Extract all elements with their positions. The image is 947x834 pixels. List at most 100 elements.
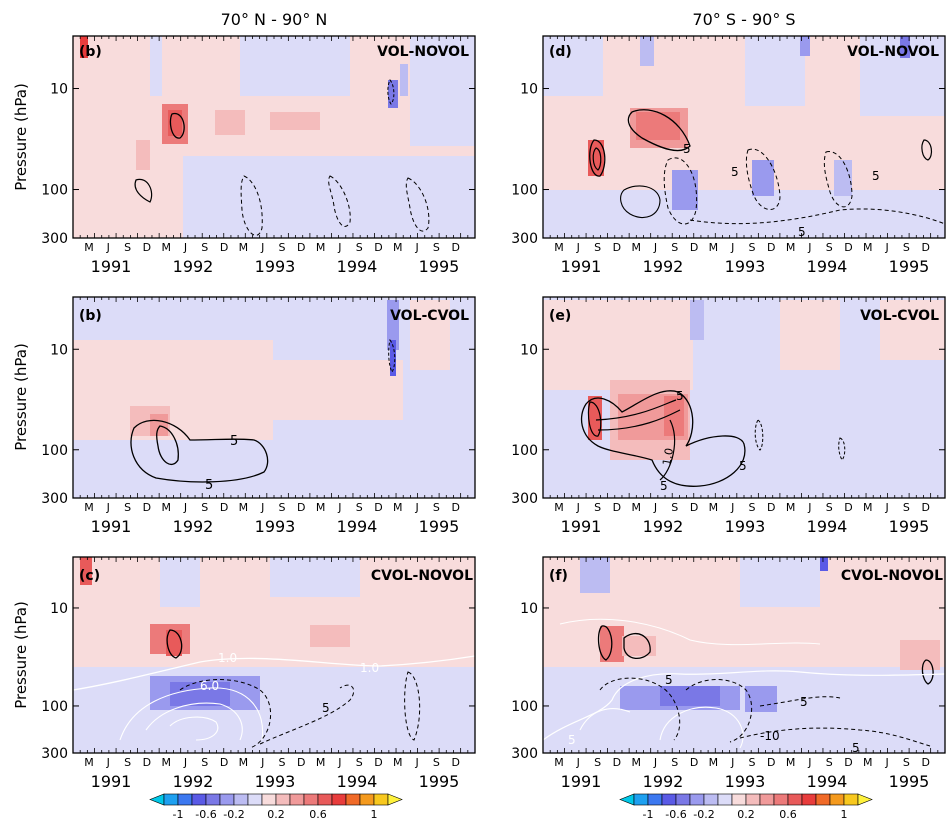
colorbar-swatch — [661, 793, 677, 806]
month-tick-label: D — [921, 501, 929, 514]
field-patch — [900, 640, 940, 670]
month-tick-label: S — [826, 756, 833, 769]
y-tick-label: 10 — [520, 342, 538, 358]
contour-solid — [623, 633, 651, 659]
colorbar-swatch — [675, 793, 691, 806]
month-tick-label: D — [613, 241, 621, 254]
field-patch — [215, 110, 245, 135]
colorbar-tick-label: 1 — [841, 808, 848, 821]
y-tick-label: 100 — [41, 699, 68, 715]
y-tick-label: 10 — [50, 82, 68, 98]
colorbar-tick-label: 0.6 — [309, 808, 327, 821]
year-tick-label: 1992 — [173, 257, 214, 276]
month-tick-label: S — [594, 241, 601, 254]
month-tick-label: M — [161, 241, 171, 254]
month-tick-label: D — [143, 241, 151, 254]
contour-dashed — [823, 151, 853, 208]
month-tick-label: S — [356, 241, 363, 254]
colorbar-swatch — [163, 793, 179, 806]
month-tick-label: J — [807, 501, 811, 514]
contour-solid — [587, 401, 602, 437]
month-tick-label: D — [767, 501, 775, 514]
month-tick-label: S — [671, 756, 678, 769]
colorbar-swatch — [317, 793, 333, 806]
year-tick-label: 1994 — [807, 772, 848, 791]
month-tick-label: S — [124, 501, 131, 514]
colorbar-swatch — [731, 793, 747, 806]
contour-solid — [589, 139, 606, 177]
month-tick-label: D — [844, 756, 852, 769]
field-patch — [636, 112, 680, 140]
field-patch — [240, 36, 350, 96]
field-patch — [900, 36, 910, 58]
month-tick-label: J — [414, 241, 418, 254]
y-tick-label: 100 — [511, 183, 538, 199]
month-tick-label: M — [316, 756, 326, 769]
contour-solid — [169, 112, 185, 139]
field-patch — [400, 64, 408, 96]
field-patch — [640, 36, 654, 66]
month-tick-label: M — [84, 241, 94, 254]
month-tick-label: S — [749, 756, 756, 769]
y-tick-label: 100 — [511, 699, 538, 715]
month-tick-label: J — [183, 756, 187, 769]
month-tick-label: S — [356, 501, 363, 514]
month-tick-label: J — [884, 501, 888, 514]
month-tick-label: D — [690, 241, 698, 254]
field-patch — [543, 190, 945, 238]
contour-dashed — [240, 175, 263, 236]
year-tick-label: 1991 — [561, 517, 602, 536]
month-tick-label: S — [124, 756, 131, 769]
year-tick-label: 1995 — [419, 772, 460, 791]
contour-solid — [659, 419, 676, 481]
contour-solid — [592, 147, 602, 171]
colorbar-tick-label: -0.2 — [223, 808, 244, 821]
y-tick-label: 10 — [50, 342, 68, 358]
month-tick-label: M — [786, 501, 796, 514]
field-patch — [588, 396, 602, 440]
field-patch — [780, 300, 840, 370]
month-tick-label: S — [903, 241, 910, 254]
contour-solid — [597, 625, 613, 661]
contour-white — [119, 687, 264, 741]
colorbar-tick-label: 0.2 — [737, 808, 755, 821]
month-tick-label: D — [844, 241, 852, 254]
month-tick-label: D — [297, 241, 305, 254]
contour-label: 5 — [676, 389, 684, 403]
contour-label: 5 — [872, 169, 880, 183]
contour-label: 5 — [230, 434, 238, 449]
month-tick-label: M — [863, 241, 873, 254]
month-tick-label: D — [297, 501, 305, 514]
month-tick-label: J — [414, 756, 418, 769]
month-tick-label: D — [690, 501, 698, 514]
month-tick-label: D — [921, 241, 929, 254]
colorbar-swatch — [191, 793, 207, 806]
month-tick-label: M — [709, 241, 719, 254]
y-axis-label-row3: Pressure (hPa) — [12, 601, 30, 709]
colorbars: -1 -0.6 -0.2 0.2 0.6 1 -1 -0.6 -0.2 0.2 0.6 1 — [149, 793, 873, 821]
panel-d-vol-novol-south: (d) VOL-NOVOL 5 5 5 5 — [542, 35, 946, 239]
contour-solid — [130, 419, 269, 483]
month-tick-label: D — [767, 241, 775, 254]
month-tick-label: M — [554, 241, 564, 254]
contour-dashed — [404, 671, 421, 741]
field-patch — [664, 396, 684, 436]
contour-dashed — [838, 437, 846, 461]
panel-title: CVOL-NOVOL — [371, 568, 473, 584]
y-tick-label: 300 — [41, 491, 68, 507]
contour-dashed — [179, 679, 272, 749]
contour-solid — [134, 178, 153, 203]
contour-solid — [620, 185, 661, 218]
year-tick-label: 1993 — [725, 517, 766, 536]
contour-solid — [597, 409, 681, 431]
month-tick-label: D — [921, 756, 929, 769]
field-patch — [166, 630, 182, 656]
month-tick-label: M — [393, 241, 403, 254]
contour-white — [73, 655, 475, 691]
month-tick-label: M — [316, 241, 326, 254]
y-tick-label: 300 — [41, 231, 68, 247]
year-tick-label: 1991 — [561, 257, 602, 276]
month-tick-label: J — [183, 241, 187, 254]
field-patch — [880, 300, 945, 360]
